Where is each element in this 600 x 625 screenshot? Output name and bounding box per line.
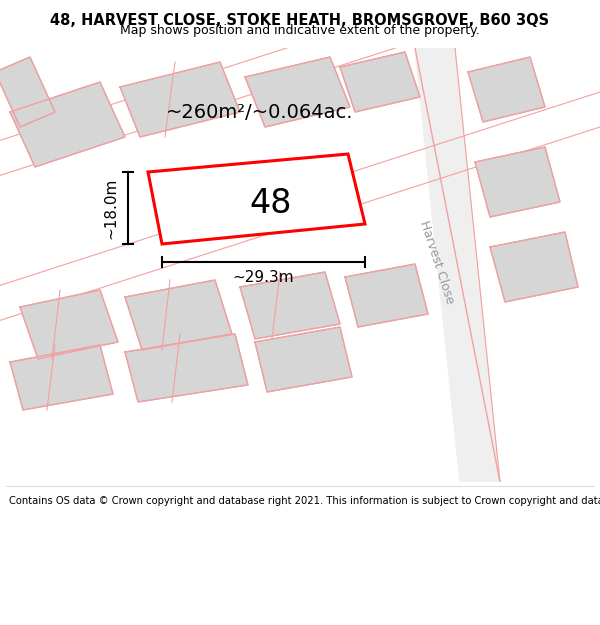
Polygon shape xyxy=(475,147,560,217)
Polygon shape xyxy=(468,57,545,122)
Text: 48, HARVEST CLOSE, STOKE HEATH, BROMSGROVE, B60 3QS: 48, HARVEST CLOSE, STOKE HEATH, BROMSGRO… xyxy=(50,14,550,29)
Text: ~18.0m: ~18.0m xyxy=(103,177,118,239)
Text: ~29.3m: ~29.3m xyxy=(233,270,295,285)
Polygon shape xyxy=(20,290,118,359)
Polygon shape xyxy=(490,232,578,302)
Polygon shape xyxy=(125,280,232,350)
Polygon shape xyxy=(255,327,352,392)
Polygon shape xyxy=(125,334,248,402)
Polygon shape xyxy=(415,48,500,482)
Polygon shape xyxy=(0,57,55,127)
Text: 48: 48 xyxy=(250,187,292,220)
Polygon shape xyxy=(240,272,340,339)
Polygon shape xyxy=(10,345,113,410)
Polygon shape xyxy=(245,57,350,127)
Text: Harvest Close: Harvest Close xyxy=(418,219,457,306)
Text: Map shows position and indicative extent of the property.: Map shows position and indicative extent… xyxy=(120,24,480,38)
Polygon shape xyxy=(120,62,240,137)
Text: Contains OS data © Crown copyright and database right 2021. This information is : Contains OS data © Crown copyright and d… xyxy=(9,496,600,506)
Text: ~260m²/~0.064ac.: ~260m²/~0.064ac. xyxy=(166,102,354,121)
Polygon shape xyxy=(10,82,125,167)
Polygon shape xyxy=(148,154,365,244)
Polygon shape xyxy=(345,264,428,327)
Polygon shape xyxy=(340,52,420,112)
